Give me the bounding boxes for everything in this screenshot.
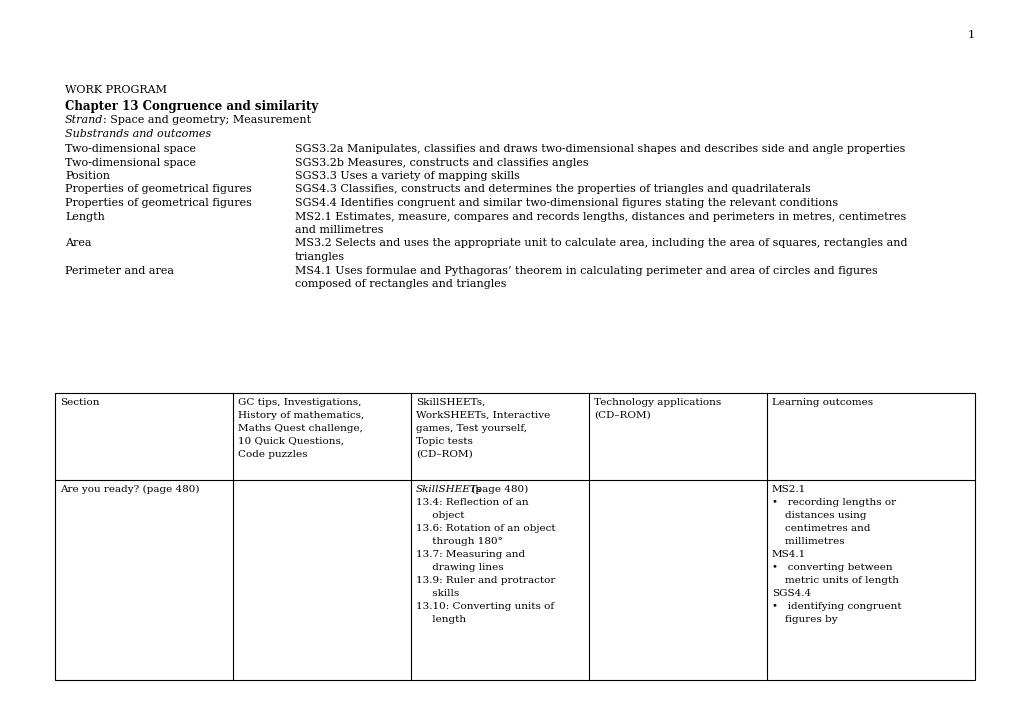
Text: History of mathematics,: History of mathematics, — [237, 411, 364, 420]
Text: length: length — [416, 615, 466, 624]
Text: games, Test yourself,: games, Test yourself, — [416, 424, 527, 433]
Text: Substrands and outcomes: Substrands and outcomes — [65, 129, 211, 139]
Text: object: object — [416, 511, 464, 520]
Text: Position: Position — [65, 171, 110, 181]
Text: MS2.1: MS2.1 — [771, 485, 805, 494]
Text: distances using: distances using — [771, 511, 866, 520]
Text: 10 Quick Questions,: 10 Quick Questions, — [237, 437, 343, 446]
Text: Learning outcomes: Learning outcomes — [771, 398, 872, 407]
Text: MS2.1 Estimates, measure, compares and records lengths, distances and perimeters: MS2.1 Estimates, measure, compares and r… — [294, 212, 905, 222]
Text: Two-dimensional space: Two-dimensional space — [65, 144, 196, 154]
Text: SGS3.3 Uses a variety of mapping skills: SGS3.3 Uses a variety of mapping skills — [294, 171, 520, 181]
Text: MS4.1 Uses formulae and Pythagoras’ theorem in calculating perimeter and area of: MS4.1 Uses formulae and Pythagoras’ theo… — [294, 266, 877, 276]
Text: drawing lines: drawing lines — [416, 563, 503, 572]
Text: GC tips, Investigations,: GC tips, Investigations, — [237, 398, 361, 407]
Text: WorkSHEETs, Interactive: WorkSHEETs, Interactive — [416, 411, 549, 420]
Text: 13.6: Rotation of an object: 13.6: Rotation of an object — [416, 524, 555, 533]
Text: (page 480): (page 480) — [468, 485, 528, 494]
Text: Area: Area — [65, 238, 92, 248]
Text: SGS4.3 Classifies, constructs and determines the properties of triangles and qua: SGS4.3 Classifies, constructs and determ… — [294, 184, 810, 194]
Text: •   converting between: • converting between — [771, 563, 892, 572]
Text: MS3.2 Selects and uses the appropriate unit to calculate area, including the are: MS3.2 Selects and uses the appropriate u… — [294, 238, 907, 248]
Text: SGS3.2a Manipulates, classifies and draws two-dimensional shapes and describes s: SGS3.2a Manipulates, classifies and draw… — [294, 144, 905, 154]
Text: Section: Section — [60, 398, 100, 407]
Text: WORK PROGRAM: WORK PROGRAM — [65, 85, 167, 95]
Text: :: : — [178, 129, 181, 139]
Text: 13.7: Measuring and: 13.7: Measuring and — [416, 550, 525, 559]
Text: Maths Quest challenge,: Maths Quest challenge, — [237, 424, 363, 433]
Text: Perimeter and area: Perimeter and area — [65, 266, 174, 276]
Text: •   identifying congruent: • identifying congruent — [771, 602, 901, 611]
Text: Code puzzles: Code puzzles — [237, 450, 307, 459]
Text: 13.10: Converting units of: 13.10: Converting units of — [416, 602, 553, 611]
Text: metric units of length: metric units of length — [771, 576, 898, 585]
Text: skills: skills — [416, 589, 459, 598]
Text: Technology applications: Technology applications — [593, 398, 720, 407]
Text: 13.9: Ruler and protractor: 13.9: Ruler and protractor — [416, 576, 554, 585]
Text: 13.4: Reflection of an: 13.4: Reflection of an — [416, 498, 528, 507]
Text: centimetres and: centimetres and — [771, 524, 869, 533]
Text: (CD–ROM): (CD–ROM) — [416, 450, 472, 459]
Text: triangles: triangles — [294, 252, 344, 262]
Text: Length: Length — [65, 212, 105, 222]
Text: (CD–ROM): (CD–ROM) — [593, 411, 650, 420]
Text: SGS4.4: SGS4.4 — [771, 589, 810, 598]
Bar — [55, 393, 974, 680]
Text: Chapter 13 Congruence and similarity: Chapter 13 Congruence and similarity — [65, 100, 318, 113]
Text: : Space and geometry; Measurement: : Space and geometry; Measurement — [103, 115, 311, 125]
Text: and millimetres: and millimetres — [294, 225, 383, 235]
Text: •   recording lengths or: • recording lengths or — [771, 498, 896, 507]
Text: SGS4.4 Identifies congruent and similar two-dimensional figures stating the rele: SGS4.4 Identifies congruent and similar … — [294, 198, 838, 208]
Text: through 180°: through 180° — [416, 537, 502, 546]
Text: millimetres: millimetres — [771, 537, 844, 546]
Text: Properties of geometrical figures: Properties of geometrical figures — [65, 198, 252, 208]
Text: 1: 1 — [967, 30, 974, 40]
Text: SkillSHEETs,: SkillSHEETs, — [416, 398, 485, 407]
Text: Are you ready? (page 480): Are you ready? (page 480) — [60, 485, 200, 494]
Text: SkillSHEETs: SkillSHEETs — [416, 485, 482, 494]
Text: Topic tests: Topic tests — [416, 437, 473, 446]
Text: Strand: Strand — [65, 115, 103, 125]
Text: figures by: figures by — [771, 615, 837, 624]
Text: SGS3.2b Measures, constructs and classifies angles: SGS3.2b Measures, constructs and classif… — [294, 158, 588, 168]
Text: MS4.1: MS4.1 — [771, 550, 805, 559]
Text: Properties of geometrical figures: Properties of geometrical figures — [65, 184, 252, 194]
Text: Two-dimensional space: Two-dimensional space — [65, 158, 196, 168]
Text: composed of rectangles and triangles: composed of rectangles and triangles — [294, 279, 506, 289]
